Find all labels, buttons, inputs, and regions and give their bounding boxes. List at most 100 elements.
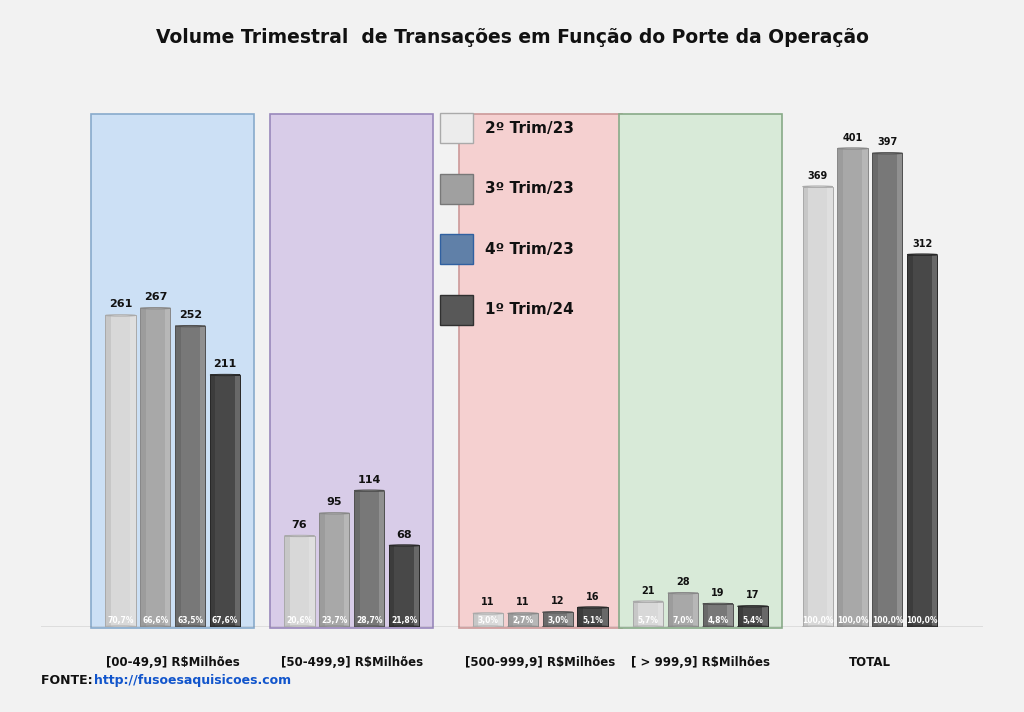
Bar bbox=[389, 545, 394, 627]
Bar bbox=[762, 607, 768, 627]
Ellipse shape bbox=[803, 186, 833, 187]
Ellipse shape bbox=[907, 626, 937, 627]
Bar bbox=[543, 612, 548, 627]
Bar bbox=[702, 604, 709, 627]
Text: 68: 68 bbox=[396, 530, 412, 540]
Text: 11: 11 bbox=[516, 597, 529, 607]
Bar bbox=[602, 607, 607, 627]
Text: 100,0%: 100,0% bbox=[906, 616, 938, 624]
Bar bbox=[668, 593, 698, 627]
Bar bbox=[668, 593, 674, 627]
Text: 397: 397 bbox=[878, 137, 898, 147]
Bar bbox=[140, 308, 170, 627]
Text: 23,7%: 23,7% bbox=[322, 616, 347, 624]
Bar bbox=[285, 536, 314, 627]
Text: 114: 114 bbox=[357, 475, 381, 485]
Bar bbox=[175, 326, 180, 627]
Ellipse shape bbox=[668, 626, 698, 627]
Bar bbox=[838, 149, 843, 627]
Bar bbox=[210, 375, 215, 627]
Text: Volume Trimestral  de Transações em Função do Porte da Operação: Volume Trimestral de Transações em Funçã… bbox=[156, 28, 868, 48]
Ellipse shape bbox=[389, 626, 419, 627]
Text: 19: 19 bbox=[711, 588, 725, 598]
Text: [00-49,9] R$Milhões: [00-49,9] R$Milhões bbox=[105, 656, 240, 669]
Text: 2º Trim/23: 2º Trim/23 bbox=[485, 120, 574, 136]
Bar bbox=[175, 326, 206, 627]
Ellipse shape bbox=[354, 490, 384, 491]
Bar bbox=[285, 536, 290, 627]
Text: 12: 12 bbox=[551, 596, 564, 607]
Text: 312: 312 bbox=[912, 239, 933, 248]
Bar bbox=[389, 545, 419, 627]
Bar bbox=[618, 114, 782, 628]
Bar bbox=[354, 491, 359, 627]
Bar bbox=[354, 491, 384, 627]
Text: 70,7%: 70,7% bbox=[108, 616, 134, 624]
Ellipse shape bbox=[508, 626, 538, 627]
Ellipse shape bbox=[473, 626, 503, 627]
Bar bbox=[414, 545, 419, 627]
Ellipse shape bbox=[633, 626, 664, 627]
Text: 76: 76 bbox=[292, 520, 307, 530]
Text: 95: 95 bbox=[327, 498, 342, 508]
Text: 211: 211 bbox=[214, 359, 237, 369]
Text: [ > 999,9] R$Milhões: [ > 999,9] R$Milhões bbox=[631, 656, 770, 669]
Bar bbox=[692, 593, 698, 627]
Bar bbox=[270, 114, 433, 628]
Ellipse shape bbox=[633, 601, 664, 602]
Text: TOTAL: TOTAL bbox=[849, 656, 891, 669]
Text: 63,5%: 63,5% bbox=[177, 616, 204, 624]
Text: [50-499,9] R$Milhões: [50-499,9] R$Milhões bbox=[281, 656, 423, 669]
Bar bbox=[578, 607, 607, 627]
Bar bbox=[567, 612, 572, 627]
Bar bbox=[532, 614, 538, 627]
Text: 28,7%: 28,7% bbox=[356, 616, 383, 624]
Text: 5,1%: 5,1% bbox=[582, 616, 603, 624]
Bar bbox=[633, 602, 639, 627]
Text: 100,0%: 100,0% bbox=[871, 616, 903, 624]
Text: 4,8%: 4,8% bbox=[708, 616, 728, 624]
Ellipse shape bbox=[838, 148, 867, 149]
Ellipse shape bbox=[319, 513, 349, 514]
Ellipse shape bbox=[578, 607, 607, 608]
Text: 3º Trim/23: 3º Trim/23 bbox=[485, 181, 574, 197]
Text: 16: 16 bbox=[586, 592, 599, 602]
Bar bbox=[727, 604, 733, 627]
Text: 5,4%: 5,4% bbox=[742, 616, 763, 624]
Bar bbox=[803, 187, 808, 627]
Ellipse shape bbox=[543, 626, 572, 627]
Ellipse shape bbox=[907, 254, 937, 256]
Ellipse shape bbox=[319, 626, 349, 627]
Ellipse shape bbox=[105, 315, 135, 316]
Bar bbox=[737, 607, 768, 627]
Text: 20,6%: 20,6% bbox=[287, 616, 312, 624]
Ellipse shape bbox=[578, 626, 607, 627]
Bar bbox=[459, 114, 622, 628]
Bar bbox=[105, 315, 111, 627]
Ellipse shape bbox=[702, 626, 733, 627]
Ellipse shape bbox=[838, 626, 867, 627]
Bar bbox=[543, 612, 572, 627]
Text: 267: 267 bbox=[143, 293, 167, 303]
Ellipse shape bbox=[285, 535, 314, 537]
Ellipse shape bbox=[543, 612, 572, 613]
Text: 21: 21 bbox=[641, 585, 655, 595]
Ellipse shape bbox=[354, 626, 384, 627]
Ellipse shape bbox=[872, 626, 902, 627]
Text: 5,7%: 5,7% bbox=[638, 616, 658, 624]
Bar bbox=[319, 513, 325, 627]
Text: 21,8%: 21,8% bbox=[391, 616, 418, 624]
Bar bbox=[657, 602, 664, 627]
Text: 252: 252 bbox=[179, 310, 202, 320]
Text: 401: 401 bbox=[843, 132, 862, 142]
Text: http://fusoesaquisicoes.com: http://fusoesaquisicoes.com bbox=[94, 674, 292, 687]
Bar bbox=[379, 491, 384, 627]
Text: [500-999,9] R$Milhões: [500-999,9] R$Milhões bbox=[465, 656, 615, 669]
Bar bbox=[827, 187, 833, 627]
Ellipse shape bbox=[737, 626, 768, 627]
Bar bbox=[473, 614, 503, 627]
Bar bbox=[91, 114, 254, 628]
Ellipse shape bbox=[175, 325, 206, 327]
Bar bbox=[872, 153, 878, 627]
Text: 11: 11 bbox=[481, 597, 495, 607]
